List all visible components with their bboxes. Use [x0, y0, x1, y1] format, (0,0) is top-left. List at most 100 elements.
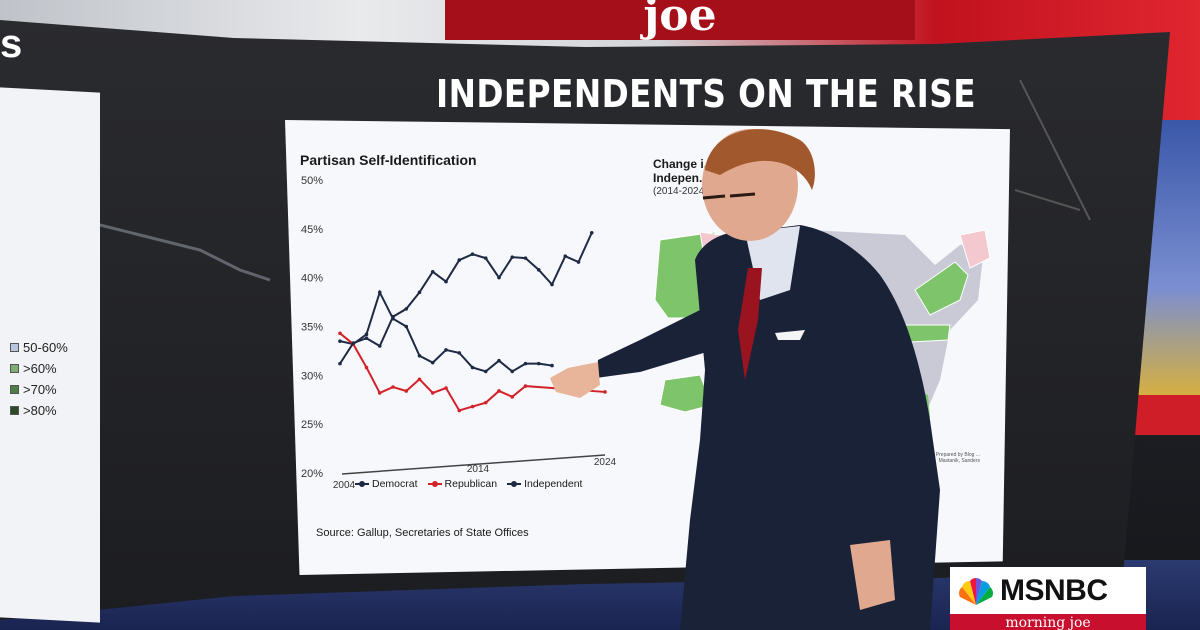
data-point-democrat: [444, 348, 448, 352]
data-point-republican: [603, 390, 607, 394]
data-point-independent: [391, 314, 395, 319]
y-tick-label: 35%: [301, 322, 323, 334]
legend-line: [507, 481, 522, 487]
headline: INDEPENDENTS ON THE RISE: [436, 72, 976, 116]
data-point-democrat: [338, 339, 342, 343]
data-point-independent: [497, 275, 501, 280]
data-point-independent: [430, 270, 435, 274]
legend-swatch: [10, 343, 19, 352]
data-point-republican: [377, 391, 382, 395]
data-point-independent: [417, 290, 422, 295]
left-panel-legend: 50-60% >60% >70% >80%: [10, 340, 68, 424]
left-legend-item: 50-60%: [10, 340, 68, 355]
legend-line: [427, 481, 442, 487]
data-point-democrat: [483, 369, 488, 374]
data-point-independent: [351, 341, 356, 345]
x-axis: [341, 454, 606, 475]
data-point-independent: [576, 260, 581, 264]
map-credit: Prepared by Blog ... Mastanik, Sanders: [935, 452, 980, 464]
x-tick-label: 2024: [594, 457, 617, 468]
left-panel-title: s: [0, 22, 23, 66]
data-point-independent: [550, 282, 554, 287]
data-point-independent: [510, 255, 515, 259]
left-legend-item: >80%: [10, 403, 68, 418]
presenter-arm: [596, 300, 730, 378]
data-point-republican: [417, 377, 422, 382]
data-point-republican: [430, 391, 435, 395]
legend-independent: Independent: [507, 478, 582, 490]
logo-brand: MSNBC: [1000, 574, 1108, 607]
data-point-democrat: [536, 361, 541, 366]
data-point-independent: [483, 256, 488, 260]
data-point-republican: [364, 365, 369, 370]
series-line-republican: [339, 332, 606, 412]
x-tick-label: 2004: [333, 480, 356, 491]
chart-legend: Democrat Republican Independent: [355, 478, 582, 490]
data-point-independent: [470, 252, 475, 257]
legend-swatch: [10, 385, 19, 394]
data-point-independent: [457, 258, 462, 262]
data-point-independent: [338, 361, 342, 366]
x-tick-label: 2014: [467, 464, 490, 475]
top-banner: joe: [445, 0, 915, 40]
data-point-republican: [510, 395, 515, 399]
presenter-hair: [705, 129, 815, 190]
presenter-hand: [550, 362, 600, 398]
data-point-republican: [404, 389, 409, 393]
legend-democrat: Democrat: [355, 478, 418, 490]
y-tick-label: 45%: [301, 224, 323, 236]
peacock-icon: [959, 578, 993, 605]
network-logo: MSNBC: [950, 567, 1146, 615]
data-point-republican: [444, 386, 448, 390]
data-point-democrat: [510, 369, 515, 374]
y-tick-label: 20%: [301, 468, 323, 480]
presenter-glasses: [702, 192, 756, 200]
data-point-democrat: [404, 324, 409, 329]
legend-swatch: [10, 364, 19, 373]
left-legend-item: >60%: [10, 361, 68, 376]
presenter-left-hand: [850, 540, 895, 610]
presenter-suit: [680, 225, 940, 630]
wall-decor: [79, 79, 1091, 282]
data-point-independent: [377, 344, 382, 348]
data-point-independent: [563, 254, 568, 258]
pocket-square: [775, 330, 805, 340]
data-point-independent: [364, 336, 369, 341]
data-point-independent: [444, 279, 448, 284]
data-point-republican: [391, 385, 395, 389]
data-point-republican: [483, 400, 488, 405]
y-tick-label: 40%: [301, 273, 323, 285]
data-point-independent: [523, 256, 528, 260]
y-tick-label: 30%: [301, 370, 323, 382]
data-point-republican: [457, 408, 462, 413]
left-legend-item: >70%: [10, 382, 68, 397]
data-point-democrat: [470, 365, 475, 370]
data-point-democrat: [457, 351, 462, 355]
presenter-tie: [738, 268, 762, 380]
y-tick-label: 25%: [301, 419, 323, 431]
legend-republican: Republican: [427, 478, 497, 490]
data-point-independent: [536, 268, 541, 272]
show-name: morning joe: [950, 614, 1146, 630]
data-point-democrat: [417, 354, 422, 358]
data-point-republican: [497, 389, 501, 393]
y-tick-label: 50%: [301, 175, 323, 187]
map-alaska: [659, 374, 713, 413]
data-point-democrat: [364, 332, 369, 337]
legend-line: [355, 481, 369, 487]
data-point-republican: [523, 384, 528, 388]
data-point-democrat: [497, 358, 501, 363]
map-maine: [959, 229, 991, 269]
data-point-democrat: [523, 361, 528, 366]
data-point-democrat: [377, 290, 382, 295]
data-point-independent: [589, 230, 594, 235]
legend-swatch: [10, 406, 19, 415]
data-point-democrat: [550, 363, 554, 368]
map-northeast-states: [914, 261, 969, 316]
series-line-independent: [339, 232, 593, 365]
chart-title: Partisan Self-Identification: [300, 152, 477, 168]
data-point-independent: [404, 307, 409, 311]
data-point-democrat: [430, 360, 435, 365]
